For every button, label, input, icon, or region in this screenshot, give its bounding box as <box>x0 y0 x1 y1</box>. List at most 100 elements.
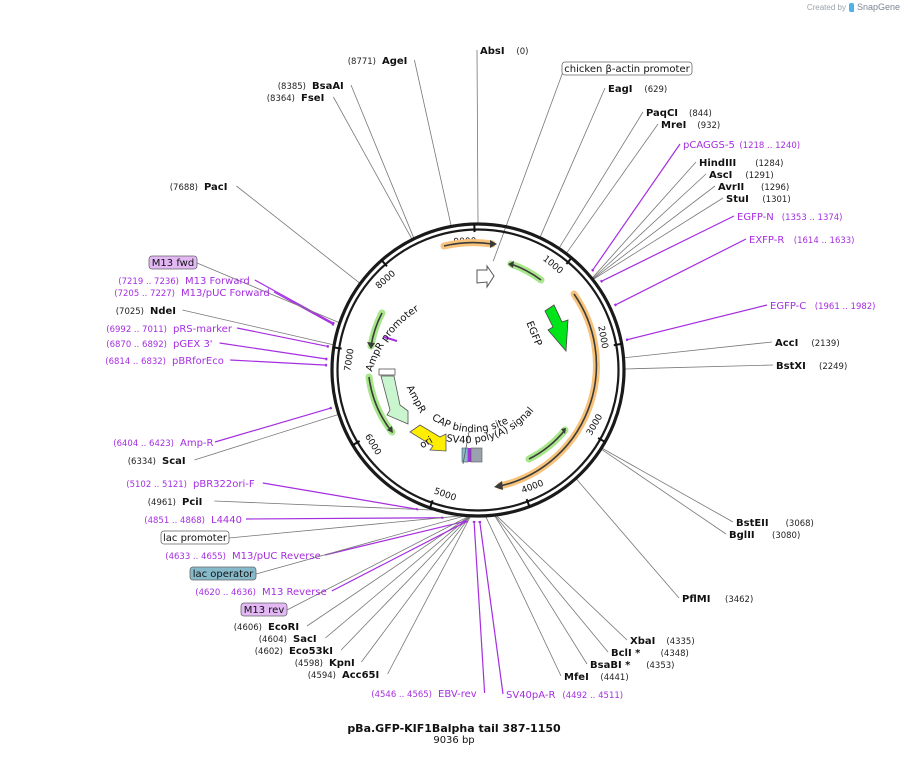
site-position: (4961) <box>148 498 176 508</box>
sv40-polya-box[interactable] <box>470 447 483 463</box>
enzyme-site-absi[interactable]: AbsI (0) <box>480 46 528 57</box>
site-position: (2139) <box>811 339 839 349</box>
primer-pbr322ori-f[interactable]: pBR322ori-F (5102 .. 5121) <box>126 479 255 490</box>
primer-pbrforeco[interactable]: pBRforEco (6814 .. 6832) <box>105 356 224 367</box>
leader-lines <box>182 49 774 695</box>
site-name: EcoRI <box>268 622 299 633</box>
ampr-promoter-box[interactable] <box>378 368 396 376</box>
primer-pgex-3-[interactable]: pGEX 3' (6870 .. 6892) <box>106 339 212 350</box>
enzyme-site-bglii[interactable]: BglII (3080) <box>729 530 800 541</box>
enzyme-site-bsteii[interactable]: BstEII (3068) <box>736 518 814 529</box>
site-name: BglII <box>729 530 755 541</box>
site-position: (844) <box>689 109 712 119</box>
enzyme-site-bcli-[interactable]: BclI * (4348) <box>611 648 689 659</box>
enzyme-site-acc65i[interactable]: Acc65I (4594) <box>308 670 380 681</box>
site-position: (1218 .. 1240) <box>739 141 800 151</box>
site-position: (4633 .. 4655) <box>165 552 226 562</box>
feature-label-lac-operator[interactable]: lac operator <box>189 566 257 581</box>
site-name: PaqCI <box>646 108 678 119</box>
cap-site-mark[interactable] <box>468 448 471 462</box>
site-name: MreI <box>661 120 686 131</box>
primer-pcaggs-5[interactable]: pCAGGS-5 (1218 .. 1240) <box>683 140 800 151</box>
enzyme-site-asci[interactable]: AscI (1291) <box>709 170 774 181</box>
site-position: (4598) <box>295 659 323 669</box>
primer-egfp-n[interactable]: EGFP-N (1353 .. 1374) <box>737 212 843 223</box>
site-name: FseI <box>301 93 324 104</box>
enzyme-site-stui[interactable]: StuI (1301) <box>726 194 791 205</box>
arrow-head-icon <box>367 342 375 349</box>
site-position: (6404 .. 6423) <box>113 439 174 449</box>
primer-m13-puc-forward[interactable]: M13/pUC Forward (7205 .. 7227) <box>114 288 269 299</box>
site-position: (6870 .. 6892) <box>106 340 167 350</box>
feature-label-text: lac operator <box>193 569 254 580</box>
site-position: (7025) <box>116 307 144 317</box>
site-position: (1284) <box>755 159 783 169</box>
snapgene-credit: Created by SnapGene <box>807 2 900 12</box>
site-name: SV40pA-R <box>506 690 555 701</box>
site-position: (4602) <box>255 647 283 657</box>
site-name: Eco53kI <box>289 646 333 657</box>
site-position: (4851 .. 4868) <box>144 516 205 526</box>
site-position: (1961 .. 1982) <box>815 302 876 312</box>
ruler-tick-label: 2000 <box>595 325 609 350</box>
feature-label-m13-rev[interactable]: M13 rev <box>240 602 288 617</box>
enzyme-site-eagi[interactable]: EagI (629) <box>608 84 667 95</box>
site-name: pRS-marker <box>173 324 233 335</box>
enzyme-site-xbai[interactable]: XbaI (4335) <box>630 636 695 647</box>
enzyme-site-hindiii[interactable]: HindIII (1284) <box>699 158 783 169</box>
site-position: (7219 .. 7236) <box>118 277 179 287</box>
site-name: XbaI <box>630 636 655 647</box>
plasmid-backbone <box>330 222 626 518</box>
site-name: EXFP-R <box>749 235 784 246</box>
primer-prs-marker[interactable]: pRS-marker (6992 .. 7011) <box>106 324 233 335</box>
enzyme-site-pflmi[interactable]: PflMI (3462) <box>682 594 753 605</box>
site-name: Acc65I <box>342 670 379 681</box>
ori-feature-arrow[interactable] <box>409 424 447 452</box>
credit-prefix: Created by <box>806 2 846 12</box>
primer-m13-forward[interactable]: M13 Forward (7219 .. 7236) <box>118 276 249 287</box>
enzyme-site-ndei[interactable]: NdeI (7025) <box>116 306 176 317</box>
feature-label-lac-promoter[interactable]: lac promoter <box>160 530 230 545</box>
enzyme-site-fsei[interactable]: FseI (8364) <box>267 93 325 104</box>
primer-m13-reverse[interactable]: M13 Reverse (4620 .. 4636) <box>195 587 326 598</box>
enzyme-site-scai[interactable]: ScaI (6334) <box>128 456 186 467</box>
enzyme-site-eco53ki[interactable]: Eco53kI (4602) <box>255 646 333 657</box>
site-name: EagI <box>608 84 632 95</box>
enzyme-site-acci[interactable]: AccI (2139) <box>775 338 840 349</box>
site-position: (4348) <box>661 649 689 659</box>
insert-orange-arc[interactable] <box>496 290 600 490</box>
ampr-feature-arrow[interactable] <box>380 375 409 425</box>
site-position: (4353) <box>646 661 674 671</box>
primer-ebv-rev[interactable]: EBV-rev (4546 .. 4565) <box>371 689 476 700</box>
enzyme-site-bsabi-[interactable]: BsaBI * (4353) <box>590 660 674 671</box>
enzyme-site-ecori[interactable]: EcoRI (4606) <box>234 622 299 633</box>
enzyme-site-paci[interactable]: PacI (7688) <box>170 182 228 193</box>
primer-m13-puc-reverse[interactable]: M13/pUC Reverse (4633 .. 4655) <box>165 551 320 562</box>
enzyme-site-mrei[interactable]: MreI (932) <box>661 120 720 131</box>
site-name: NdeI <box>150 306 176 317</box>
egfp-feature-arrow[interactable] <box>544 304 569 353</box>
primer-l4440[interactable]: L4440 (4851 .. 4868) <box>144 515 242 526</box>
enzyme-site-agei[interactable]: AgeI (8771) <box>348 56 408 67</box>
feature-label-chicken-actin-promoter[interactable]: chicken β-actin promoter <box>561 61 693 76</box>
enzyme-site-kpni[interactable]: KpnI (4598) <box>295 658 355 669</box>
enzyme-site-saci[interactable]: SacI (4604) <box>259 634 317 645</box>
primer-sv40pa-r[interactable]: SV40pA-R (4492 .. 4511) <box>506 690 623 701</box>
site-position: (4441) <box>600 673 628 683</box>
enzyme-site-paqci[interactable]: PaqCI (844) <box>646 108 712 119</box>
primer-egfp-c[interactable]: EGFP-C (1961 .. 1982) <box>770 301 876 312</box>
arrow-head-icon <box>490 240 497 248</box>
site-name: PciI <box>182 497 202 508</box>
site-position: (3080) <box>772 531 800 541</box>
enzyme-site-bsaai[interactable]: BsaAI (8385) <box>278 81 344 92</box>
feature-label-m13-fwd[interactable]: M13 fwd <box>148 255 198 270</box>
site-name: AbsI <box>480 46 505 57</box>
primer-amp-r[interactable]: Amp-R (6404 .. 6423) <box>113 438 213 449</box>
enzyme-site-mfei[interactable]: MfeI (4441) <box>564 672 629 683</box>
site-name: EBV-rev <box>438 689 477 700</box>
promoter-white-arrow-icon[interactable] <box>476 264 495 289</box>
enzyme-site-pcii[interactable]: PciI (4961) <box>148 497 203 508</box>
enzyme-site-bstxi[interactable]: BstXI (2249) <box>776 361 847 372</box>
enzyme-site-avrii[interactable]: AvrII (1296) <box>718 182 789 193</box>
primer-exfp-r[interactable]: EXFP-R (1614 .. 1633) <box>749 235 855 246</box>
